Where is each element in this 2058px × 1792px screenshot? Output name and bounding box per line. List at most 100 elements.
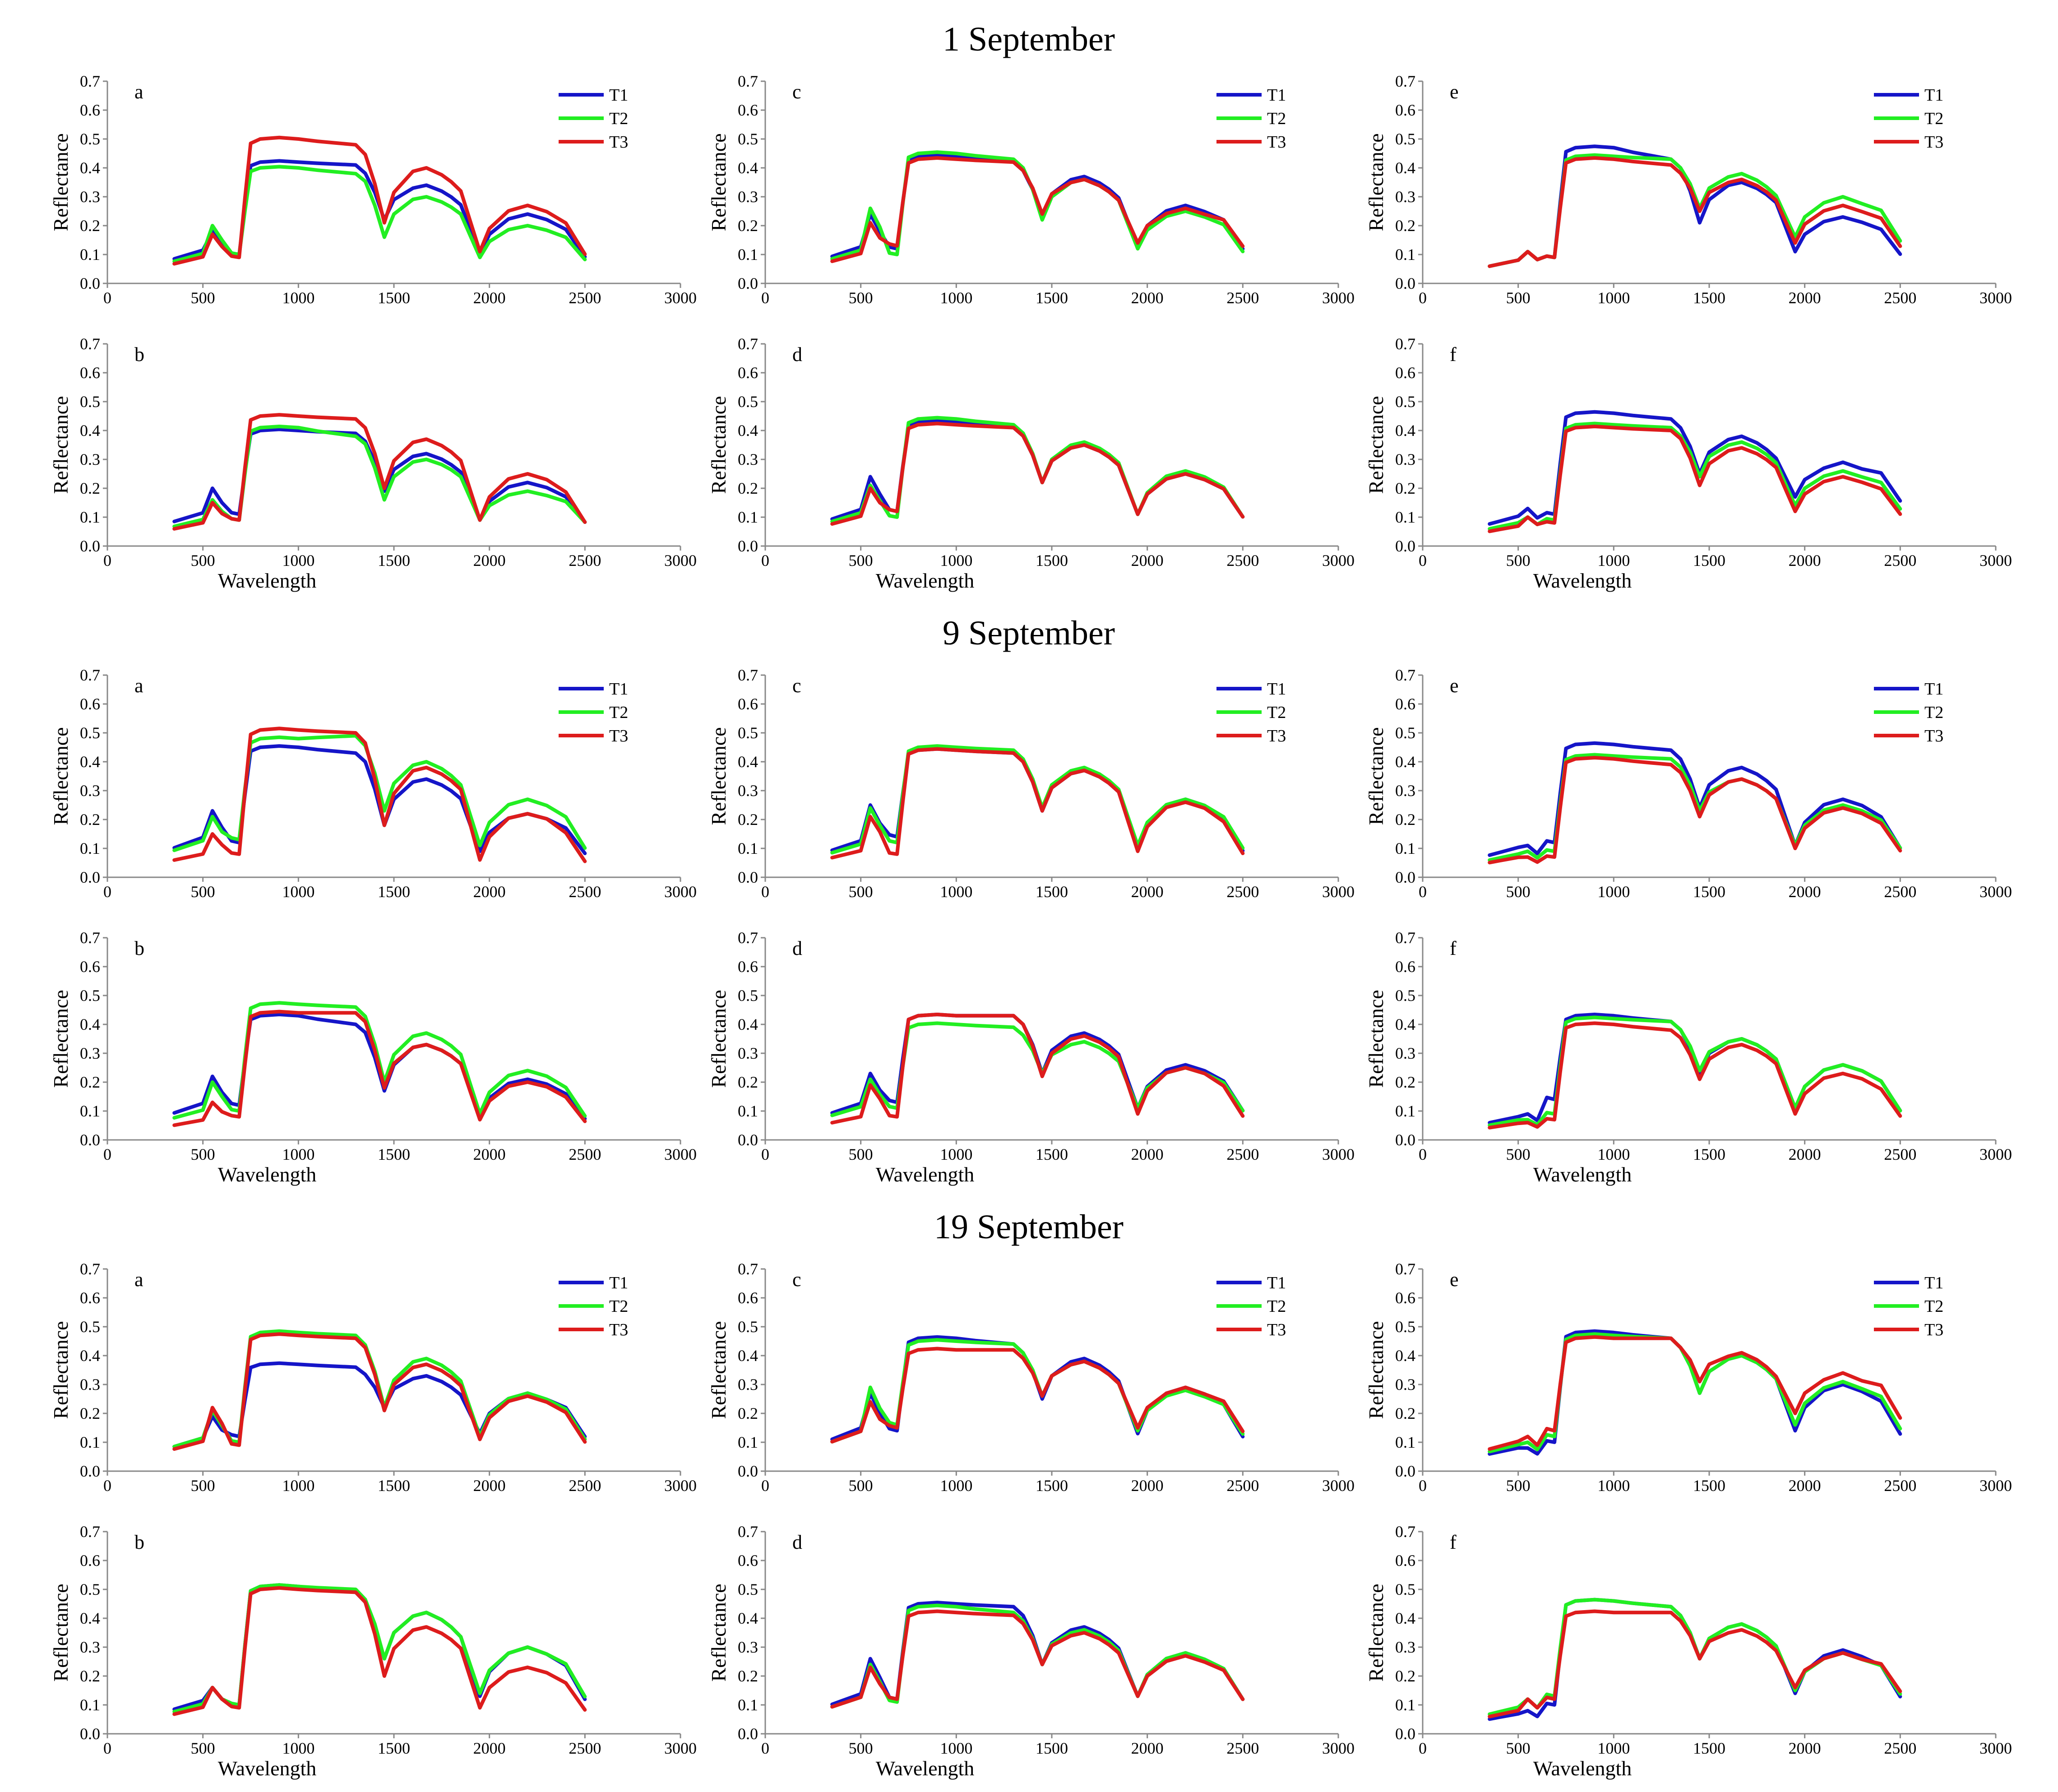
y-tick-label: 0.4 — [738, 1609, 758, 1627]
x-tick-label: 3000 — [1322, 289, 1355, 307]
x-tick-label: 2500 — [1884, 883, 1916, 901]
x-tick-label: 2000 — [1789, 1477, 1821, 1495]
legend-label-t2: T2 — [609, 1297, 628, 1316]
y-tick-label: 0.0 — [738, 868, 758, 886]
x-tick-label: 2000 — [1789, 883, 1821, 901]
y-axis-label: Reflectance — [49, 990, 72, 1088]
legend-label-t3: T3 — [609, 727, 628, 746]
y-tick-label: 0.6 — [1395, 364, 1415, 382]
series-line-t3 — [830, 1609, 1245, 1709]
y-tick-label: 0.4 — [1395, 421, 1415, 440]
y-tick-label: 0.7 — [738, 1260, 758, 1278]
x-tick-label: 2500 — [1226, 883, 1259, 901]
y-tick-label: 0.5 — [1395, 986, 1415, 1005]
x-axis-label: Wavelength — [1533, 1163, 1632, 1186]
y-tick-label: 0.7 — [1395, 72, 1415, 90]
series-line-t3 — [1488, 156, 1902, 268]
y-tick-label: 0.2 — [1395, 1073, 1415, 1091]
legend-label-t2: T2 — [1267, 703, 1286, 722]
y-axis-label: Reflectance — [707, 1584, 730, 1681]
y-tick-label: 0.1 — [1395, 1433, 1415, 1451]
x-tick-label: 0 — [103, 1739, 111, 1757]
y-axis-label: Reflectance — [1364, 990, 1387, 1088]
y-tick-label: 0.6 — [80, 1289, 100, 1307]
y-axis-label: Reflectance — [49, 727, 72, 825]
y-tick-label: 0.6 — [80, 958, 100, 976]
x-tick-label: 2500 — [1226, 1145, 1259, 1163]
y-axis-label: Reflectance — [707, 1321, 730, 1419]
y-tick-label: 0.5 — [738, 986, 758, 1005]
x-tick-label: 1000 — [1597, 883, 1630, 901]
x-tick-label: 1000 — [940, 1477, 972, 1495]
y-tick-label: 0.7 — [738, 1523, 758, 1541]
y-tick-label: 0.4 — [1395, 159, 1415, 177]
y-tick-label: 0.4 — [738, 753, 758, 771]
y-tick-label: 0.4 — [738, 159, 758, 177]
x-tick-label: 1000 — [282, 289, 314, 307]
x-tick-label: 500 — [849, 289, 873, 307]
y-tick-label: 0.5 — [738, 724, 758, 742]
legend-label-t3: T3 — [609, 1320, 628, 1339]
y-axis-label: Reflectance — [1364, 1321, 1387, 1419]
x-tick-label: 2000 — [1789, 1739, 1821, 1757]
legend-label-t2: T2 — [1924, 109, 1943, 128]
x-tick-label: 1000 — [1597, 1145, 1630, 1163]
y-tick-label: 0.2 — [738, 217, 758, 235]
y-tick-label: 0.5 — [80, 1580, 100, 1598]
y-tick-label: 0.6 — [738, 1551, 758, 1570]
y-tick-label: 0.6 — [1395, 101, 1415, 119]
x-axis-label: Wavelength — [218, 1757, 317, 1780]
y-tick-label: 0.2 — [738, 1404, 758, 1422]
series-line-t3 — [830, 1347, 1245, 1444]
x-tick-label: 3000 — [664, 1739, 697, 1757]
series-line-t3 — [1488, 1609, 1902, 1718]
y-tick-label: 0.0 — [80, 274, 100, 292]
y-tick-label: 0.7 — [738, 666, 758, 684]
x-tick-label: 2000 — [473, 883, 506, 901]
series-line-t3 — [172, 1586, 587, 1716]
y-tick-label: 0.6 — [738, 364, 758, 382]
x-tick-label: 1000 — [940, 1145, 972, 1163]
panel-9-september-a: 0.0 0.1 0.2 0.3 0.4 0.5 0.6 0.7 0 500 1000 1500 2000… — [49, 666, 697, 901]
x-tick-label: 2000 — [473, 1739, 506, 1757]
x-tick-label: 500 — [191, 883, 215, 901]
series-line-t3 — [830, 421, 1245, 526]
y-tick-label: 0.7 — [80, 335, 100, 353]
x-tick-label: 500 — [191, 289, 215, 307]
x-tick-label: 3000 — [1979, 883, 2012, 901]
group-title-1-september: 1 September — [943, 20, 1115, 58]
x-tick-label: 0 — [761, 883, 769, 901]
panel-1-september-f: 0.0 0.1 0.2 0.3 0.4 0.5 0.6 0.7 0 500 1000 1500 2000… — [1364, 335, 2012, 592]
panel-letter: f — [1450, 937, 1457, 959]
y-tick-label: 0.5 — [738, 393, 758, 411]
y-tick-label: 0.5 — [1395, 130, 1415, 148]
x-tick-label: 1500 — [1036, 883, 1068, 901]
panel-letter: e — [1450, 81, 1459, 103]
series-line-t1 — [1488, 410, 1902, 526]
y-tick-label: 0.0 — [1395, 274, 1415, 292]
x-tick-label: 3000 — [664, 1477, 697, 1495]
y-tick-label: 0.6 — [738, 958, 758, 976]
y-tick-label: 0.0 — [80, 1725, 100, 1743]
y-tick-label: 0.2 — [80, 1073, 100, 1091]
x-tick-label: 2500 — [1884, 1145, 1916, 1163]
y-tick-label: 0.5 — [1395, 1580, 1415, 1598]
x-tick-label: 2500 — [1884, 1739, 1916, 1757]
y-tick-label: 0.1 — [738, 245, 758, 264]
x-tick-label: 500 — [1506, 883, 1531, 901]
panel-letter: c — [792, 675, 801, 697]
y-tick-label: 0.7 — [80, 929, 100, 947]
y-axis-label: Reflectance — [707, 727, 730, 825]
legend-label-t1: T1 — [609, 86, 628, 105]
x-tick-label: 2500 — [569, 1477, 601, 1495]
y-tick-label: 0.6 — [738, 101, 758, 119]
y-tick-label: 0.4 — [80, 1347, 100, 1365]
x-tick-label: 1500 — [1693, 1477, 1725, 1495]
y-tick-label: 0.7 — [1395, 1260, 1415, 1278]
legend-label-t2: T2 — [1924, 1297, 1943, 1316]
x-tick-label: 1000 — [1597, 1739, 1630, 1757]
y-tick-label: 0.3 — [80, 1638, 100, 1656]
series-line-t2 — [172, 165, 587, 263]
panel-letter: f — [1450, 343, 1457, 366]
